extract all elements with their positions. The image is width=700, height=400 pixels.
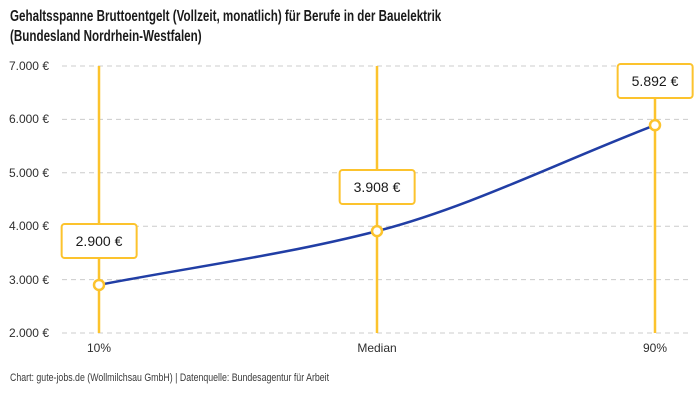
point-value-label: 2.900 €	[60, 222, 138, 259]
data-point-marker	[370, 224, 384, 238]
data-point-marker	[648, 118, 662, 132]
point-value-label: 3.908 €	[338, 169, 416, 206]
chart-title-line1: Gehaltsspanne Bruttoentgelt (Vollzeit, m…	[10, 8, 442, 25]
y-axis-tick-label: 4.000 €	[8, 219, 49, 234]
y-axis-tick-label: 6.000 €	[8, 112, 49, 127]
x-axis-label: 10%	[86, 341, 112, 355]
chart-title: Gehaltsspanne Bruttoentgelt (Vollzeit, m…	[10, 7, 441, 47]
y-axis-tick-label: 3.000 €	[8, 272, 49, 287]
chart-title-line2: (Bundesland Nordrhein-Westfalen)	[10, 28, 202, 45]
x-axis-label: 90%	[642, 341, 668, 355]
y-axis-tick-label: 7.000 €	[8, 59, 49, 73]
x-axis-label: Median	[357, 341, 397, 355]
y-axis-tick-label: 2.000 €	[8, 326, 49, 340]
y-axis-tick-label: 5.000 €	[8, 165, 49, 180]
data-point-marker	[92, 278, 106, 292]
point-value-label: 5.892 €	[616, 63, 694, 100]
chart-credit: Chart: gute-jobs.de (Wollmilchsau GmbH) …	[10, 372, 330, 384]
